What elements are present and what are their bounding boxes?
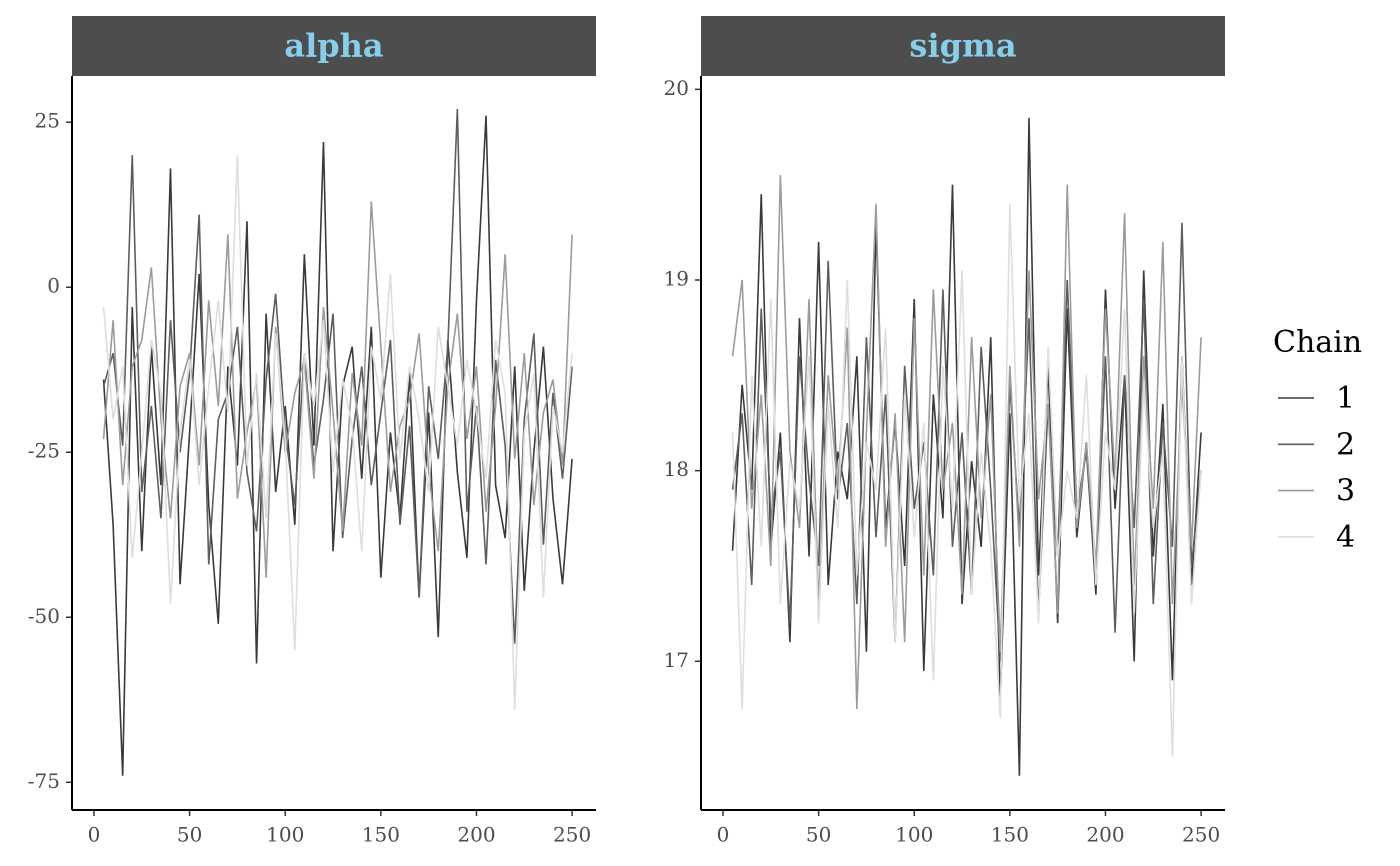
y-tick-label: 20 <box>664 76 689 100</box>
y-tick-label: -50 <box>28 604 60 628</box>
x-tick-label: 100 <box>895 823 933 847</box>
chain-line <box>731 203 1202 757</box>
x-tick-label: 250 <box>1182 823 1220 847</box>
legend-label: 3 <box>1336 474 1355 509</box>
x-tick-label: 200 <box>1086 823 1124 847</box>
x-tick-label: 0 <box>88 823 101 847</box>
chain-line <box>731 175 1202 709</box>
chain-line <box>102 115 573 776</box>
chain-line <box>102 201 573 578</box>
chain-line <box>102 155 573 710</box>
y-tick-label: 18 <box>664 457 689 481</box>
panel-title: alpha <box>284 27 383 65</box>
legend-label: 1 <box>1336 381 1355 416</box>
strip <box>72 16 596 76</box>
x-tick-label: 100 <box>266 823 304 847</box>
panel-title: sigma <box>909 27 1016 65</box>
y-tick-label: -75 <box>28 769 60 793</box>
chain-line <box>731 222 1202 662</box>
legend-label: 4 <box>1336 520 1355 555</box>
legend-title: Chain <box>1273 325 1362 360</box>
x-tick-label: 150 <box>991 823 1029 847</box>
x-tick-label: 50 <box>177 823 202 847</box>
x-tick-label: 50 <box>806 823 831 847</box>
strip <box>701 16 1225 76</box>
x-tick-label: 250 <box>553 823 591 847</box>
x-tick-label: 200 <box>457 823 495 847</box>
y-tick-label: -25 <box>28 439 60 463</box>
y-tick-label: 0 <box>47 274 60 298</box>
y-tick-label: 17 <box>664 648 689 672</box>
legend-label: 2 <box>1336 427 1355 462</box>
x-tick-label: 0 <box>717 823 730 847</box>
y-tick-label: 25 <box>35 109 60 133</box>
x-tick-label: 150 <box>362 823 400 847</box>
y-tick-label: 19 <box>664 266 689 290</box>
